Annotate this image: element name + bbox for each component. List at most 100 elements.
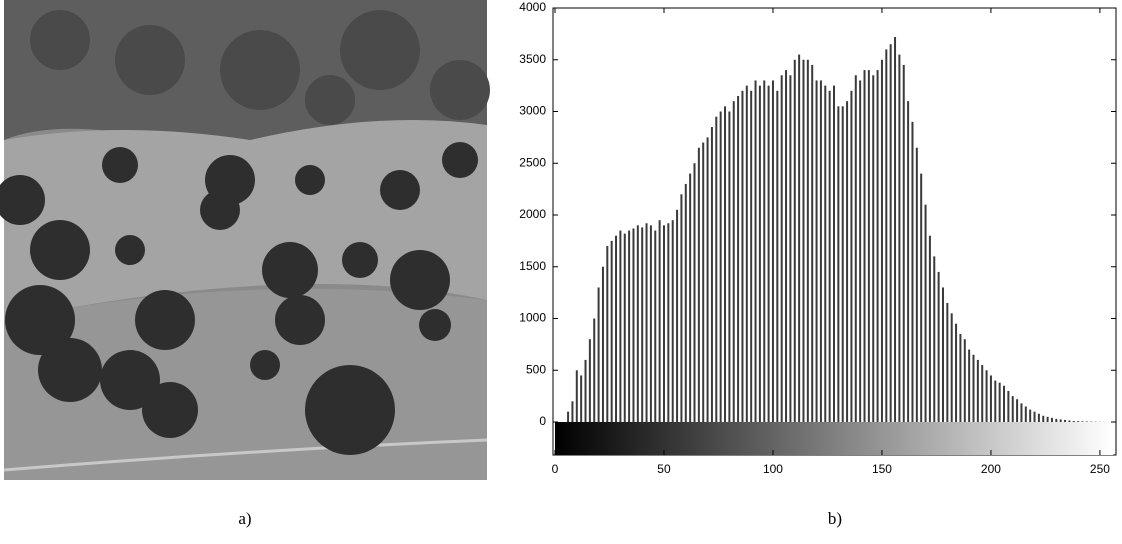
bar <box>758 85 761 422</box>
bar <box>789 75 792 423</box>
bar <box>636 225 639 422</box>
bar <box>1033 411 1036 422</box>
bar <box>981 365 984 422</box>
bar <box>950 313 953 422</box>
bar <box>819 80 822 422</box>
bar <box>754 80 757 422</box>
bar <box>1055 418 1058 422</box>
bar <box>885 49 888 423</box>
y-tick-label: 500 <box>526 362 546 376</box>
bar <box>601 266 604 422</box>
bar <box>567 411 570 422</box>
bar <box>911 121 914 422</box>
y-tick-label: 3000 <box>519 104 546 118</box>
bar <box>1085 421 1088 422</box>
bar <box>767 85 770 422</box>
bar <box>1081 421 1084 422</box>
bar <box>872 75 875 423</box>
bar <box>680 194 683 422</box>
bar <box>1064 419 1067 422</box>
x-tick-label: 200 <box>981 462 1001 476</box>
bar <box>623 233 626 422</box>
bar <box>937 271 940 422</box>
bar <box>894 36 897 422</box>
bar <box>798 54 801 422</box>
bar <box>955 323 958 422</box>
x-tick-label: 0 <box>552 462 559 476</box>
bar <box>889 44 892 422</box>
bar <box>750 90 753 423</box>
bar <box>1037 413 1040 422</box>
bar <box>763 80 766 422</box>
bar <box>824 85 827 422</box>
bar <box>806 59 809 422</box>
bar <box>776 90 779 423</box>
bar <box>588 339 591 422</box>
bar <box>610 240 613 422</box>
bar <box>724 106 727 422</box>
bar <box>968 349 971 422</box>
y-tick-label: 3500 <box>519 52 546 66</box>
bar <box>580 375 583 422</box>
bar <box>1050 417 1053 422</box>
bar <box>615 235 618 422</box>
bar <box>976 359 979 422</box>
bar <box>771 80 774 422</box>
bar <box>780 75 783 423</box>
bar <box>1077 421 1080 422</box>
bar <box>859 80 862 422</box>
bar <box>1046 416 1049 422</box>
bar <box>915 147 918 422</box>
bar <box>728 111 731 422</box>
x-tick-label: 150 <box>872 462 892 476</box>
bar <box>676 209 679 422</box>
bar <box>662 225 665 422</box>
bar <box>1072 420 1075 422</box>
bar <box>1020 403 1023 422</box>
bar <box>850 90 853 423</box>
y-tick-label: 4000 <box>519 0 546 14</box>
bar <box>985 370 988 422</box>
bar <box>1068 420 1071 422</box>
bar <box>597 287 600 422</box>
bar <box>737 95 740 422</box>
bar <box>697 147 700 422</box>
bar <box>732 101 735 423</box>
x-tick-label: 250 <box>1090 462 1110 476</box>
x-tick-label: 100 <box>763 462 783 476</box>
bar <box>928 235 931 422</box>
x-tick-label: 50 <box>657 462 671 476</box>
bar <box>619 230 622 422</box>
caption: a) <box>238 509 251 528</box>
y-tick-label: 0 <box>539 414 546 428</box>
bar <box>841 106 844 422</box>
bar <box>745 85 748 422</box>
bar <box>972 354 975 422</box>
bar <box>1003 385 1006 422</box>
bar <box>654 230 657 422</box>
bar <box>837 106 840 422</box>
bar <box>571 401 574 422</box>
bar <box>575 370 578 422</box>
bar <box>628 230 631 422</box>
bar <box>998 382 1001 422</box>
bar <box>963 339 966 422</box>
bar <box>863 70 866 422</box>
bar <box>802 59 805 422</box>
bar <box>846 101 849 423</box>
bar <box>793 59 796 422</box>
bar <box>959 334 962 422</box>
y-tick-label: 1000 <box>519 311 546 325</box>
bar <box>815 80 818 422</box>
bar <box>946 302 949 422</box>
bar <box>1007 390 1010 422</box>
bar <box>1011 396 1014 422</box>
bar <box>933 256 936 422</box>
colorbar <box>555 422 1113 455</box>
bar <box>920 173 923 422</box>
bar <box>867 70 870 422</box>
photo <box>0 0 490 480</box>
bar <box>828 90 831 423</box>
bar <box>719 111 722 422</box>
